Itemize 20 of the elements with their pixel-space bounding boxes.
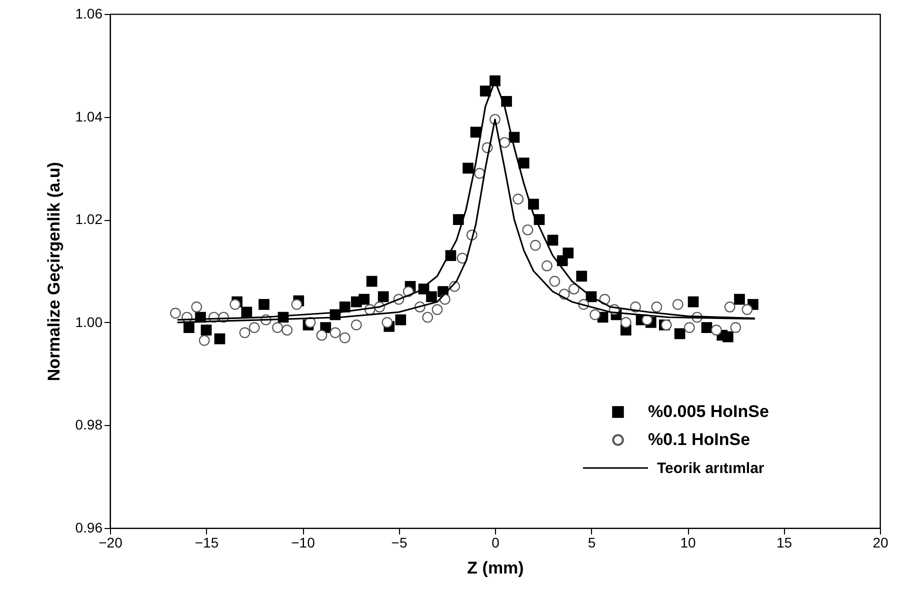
x-axis-title: Z (mm) (467, 558, 524, 578)
y-tick-label: 1.06 (75, 6, 103, 22)
legend-label: %0.1 HoInSe (648, 430, 750, 449)
y-tick-label: 0.98 (75, 416, 103, 433)
x-tick-label: 5 (588, 534, 596, 550)
x-tick-label: 15 (776, 534, 792, 550)
x-tick-label: −20 (98, 534, 123, 550)
y-tick-label: 0.96 (75, 520, 103, 536)
y-axis-title: Normalize Geçirgenlik (a.u) (44, 162, 64, 382)
x-tick-label: −10 (291, 534, 316, 550)
x-tick-label: −5 (391, 534, 408, 550)
x-tick-label: 0 (492, 534, 500, 550)
legend-label: Teorik arıtımlar (657, 460, 764, 477)
y-tick-label: 1.02 (75, 211, 103, 228)
x-tick-label: 20 (872, 534, 888, 550)
y-tick-label: 1.04 (75, 108, 103, 124)
x-tick-label: 10 (680, 534, 696, 550)
y-tick-label: 1.00 (75, 314, 103, 330)
legend-label: %0.005 HoInSe (648, 402, 769, 421)
x-tick-label: −15 (194, 534, 219, 550)
